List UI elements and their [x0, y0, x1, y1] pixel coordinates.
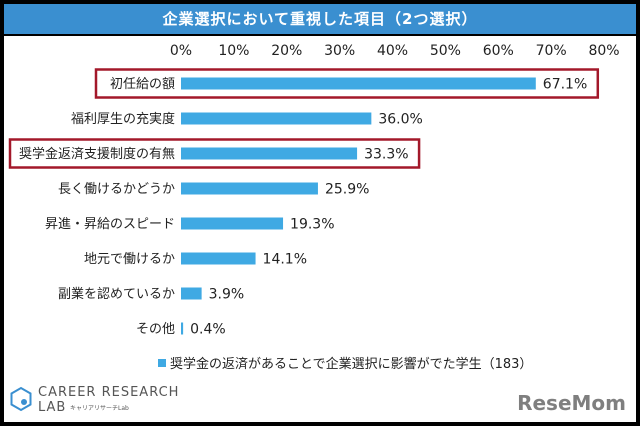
logo-subtext: キャリアリサーチLab — [70, 405, 129, 412]
bar — [181, 322, 184, 335]
highlight-box — [94, 68, 600, 99]
category-label: その他 — [136, 322, 175, 337]
bar — [181, 252, 256, 265]
bar — [181, 287, 202, 300]
chart-title: 企業選択において重視した項目（2つ選択） — [4, 4, 636, 34]
value-label: 0.4% — [190, 322, 226, 338]
bar — [181, 182, 318, 195]
highlight-box — [8, 138, 421, 169]
legend-swatch — [158, 359, 166, 367]
x-tick-label: 50% — [430, 43, 461, 59]
legend-label: 奨学金の返済があることで企業選択に影響がでた学生（183） — [170, 356, 532, 372]
category-label: 長く働けるかどうか — [58, 182, 175, 197]
x-tick-label: 60% — [483, 43, 514, 59]
logo-line1: CAREER RESEARCH — [38, 385, 179, 400]
x-tick-label: 70% — [536, 43, 567, 59]
bar — [181, 147, 358, 160]
value-label: 14.1% — [263, 252, 307, 268]
category-label: 福利厚生の充実度 — [71, 111, 175, 127]
category-label: 地元で働けるか — [84, 252, 175, 267]
logo-line2: LAB — [38, 400, 66, 415]
x-tick-label: 0% — [170, 43, 192, 59]
value-label: 25.9% — [325, 182, 369, 198]
category-label: 初任給の額 — [110, 77, 175, 92]
x-tick-label: 20% — [271, 43, 302, 59]
category-label: 昇進・昇給のスピード — [45, 217, 175, 232]
bar — [181, 77, 536, 90]
bar — [181, 217, 284, 230]
bar-chart: 0% 10% 20% 30% 40% 50% 60% 70% 80% 初任給の額 67.1% 福利厚生… — [8, 43, 626, 415]
category-label: 副業を認めているか — [58, 286, 175, 302]
x-tick-label: 80% — [588, 43, 619, 59]
value-label: 19.3% — [290, 217, 334, 233]
resemom-watermark: ReseMom — [517, 391, 626, 415]
chart-panel: 0% 10% 20% 30% 40% 50% 60% 70% 80% 初任給の額 67.1% 福利厚生… — [4, 36, 636, 422]
value-label: 67.1% — [543, 77, 587, 93]
category-label: 奨学金返済支援制度の有無 — [19, 146, 175, 162]
x-tick-label: 30% — [324, 43, 355, 59]
value-label: 36.0% — [378, 112, 422, 128]
x-tick-label: 40% — [377, 43, 408, 59]
x-tick-label: 10% — [218, 43, 249, 59]
value-label: 33.3% — [364, 147, 408, 163]
value-label: 3.9% — [209, 287, 245, 303]
bar — [181, 112, 372, 125]
